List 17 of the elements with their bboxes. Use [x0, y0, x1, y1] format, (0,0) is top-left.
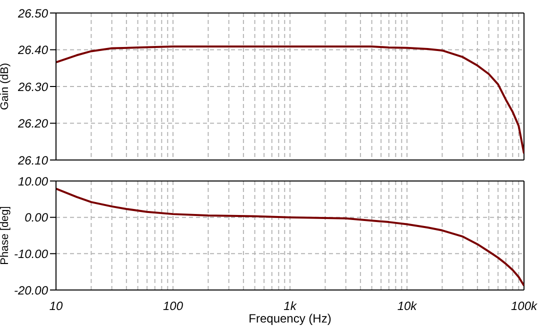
y-tick-label: -20.00	[14, 283, 48, 298]
y-axis-title: Phase [deg]	[0, 206, 11, 265]
y-axis-title: Gain (dB)	[0, 62, 11, 110]
x-tick-label: 10	[49, 299, 63, 313]
x-tick-label: 100	[162, 299, 184, 313]
y-tick-label: 26.40	[16, 43, 48, 58]
y-tick-label: 26.50	[16, 6, 48, 20]
y-tick-label: 0.00	[24, 210, 48, 225]
x-tick-label: 10k	[397, 299, 418, 313]
x-tick-label: 1k	[284, 299, 298, 313]
y-tick-label: 26.20	[16, 116, 48, 131]
x-axis-title: Frequency (Hz)	[248, 312, 332, 326]
y-tick-label: 10.00	[18, 174, 48, 188]
y-tick-label: 26.10	[16, 153, 48, 168]
y-tick-label: -10.00	[14, 246, 48, 261]
x-tick-label: 100k	[510, 299, 538, 313]
y-tick-label: 26.30	[16, 80, 48, 94]
